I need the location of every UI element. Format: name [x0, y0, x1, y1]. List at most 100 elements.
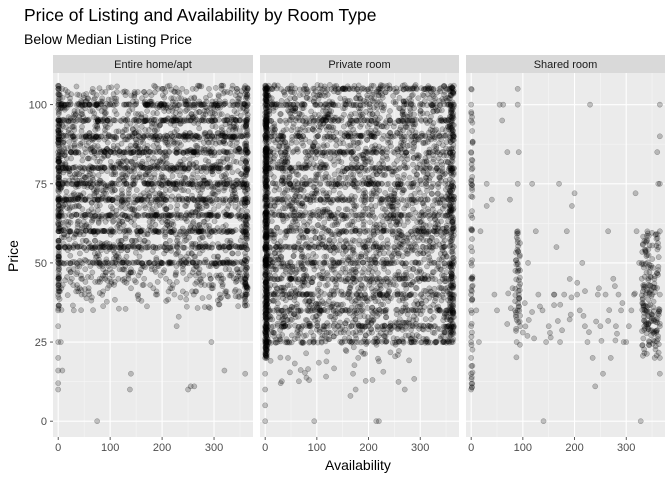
data-point — [350, 238, 355, 243]
data-point — [202, 282, 207, 287]
data-point — [421, 323, 426, 328]
data-point — [119, 198, 124, 203]
data-point — [185, 181, 190, 186]
data-point — [79, 292, 84, 297]
data-point — [92, 111, 97, 116]
data-point — [311, 292, 316, 297]
data-point — [184, 237, 189, 242]
data-point — [56, 158, 61, 163]
data-point — [196, 244, 201, 249]
data-point — [56, 175, 61, 180]
data-point — [174, 324, 179, 329]
data-point — [191, 172, 196, 177]
data-point — [202, 304, 207, 309]
data-point — [75, 108, 80, 113]
data-point — [235, 267, 240, 272]
data-point — [187, 228, 192, 233]
data-point — [430, 236, 435, 241]
data-point — [78, 117, 83, 122]
data-point — [162, 251, 167, 256]
data-point — [79, 223, 84, 228]
data-point — [232, 188, 237, 193]
data-point — [243, 292, 248, 297]
data-point — [278, 239, 283, 244]
data-point — [63, 197, 68, 202]
data-point — [116, 306, 121, 311]
data-point — [92, 96, 97, 101]
data-point — [117, 267, 122, 272]
data-point — [56, 92, 61, 97]
data-point — [87, 229, 92, 234]
data-point — [92, 149, 97, 154]
data-point — [228, 149, 233, 154]
data-point — [342, 336, 347, 341]
data-point — [149, 181, 154, 186]
data-point — [143, 212, 148, 217]
data-point — [424, 336, 429, 341]
data-point — [134, 238, 139, 243]
data-point — [301, 323, 306, 328]
data-point — [225, 157, 230, 162]
data-point — [69, 92, 74, 97]
y-tick-label: 50 — [35, 258, 47, 270]
data-point — [72, 196, 77, 201]
data-point — [80, 238, 85, 243]
data-point — [243, 267, 248, 272]
data-point — [175, 245, 180, 250]
data-point — [215, 275, 220, 280]
data-point — [81, 228, 86, 233]
data-point — [203, 112, 208, 117]
data-point — [132, 89, 137, 94]
data-point — [56, 110, 61, 115]
data-point — [153, 222, 158, 227]
data-point — [162, 268, 167, 273]
data-point — [114, 84, 119, 89]
data-point — [152, 228, 157, 233]
data-point — [243, 158, 248, 163]
data-point — [56, 387, 61, 392]
data-point — [234, 276, 239, 281]
data-point — [125, 197, 130, 202]
data-point — [130, 126, 135, 131]
data-point — [216, 203, 221, 208]
data-point — [68, 102, 73, 107]
data-point — [123, 93, 128, 98]
data-point — [222, 368, 227, 373]
data-point — [133, 280, 138, 285]
data-point — [310, 275, 315, 280]
data-point — [210, 110, 215, 115]
data-point — [207, 134, 212, 139]
data-point — [283, 305, 288, 310]
data-point — [287, 323, 292, 328]
x-axis-label: Availability — [325, 457, 391, 473]
data-point — [184, 297, 189, 302]
data-point — [344, 318, 349, 323]
data-point — [160, 228, 165, 233]
data-point — [409, 307, 414, 312]
data-point — [80, 173, 85, 178]
data-point — [192, 198, 197, 203]
data-point — [402, 282, 407, 287]
data-point — [95, 419, 100, 424]
data-point — [142, 89, 147, 94]
data-point — [414, 277, 419, 282]
data-point — [144, 304, 149, 309]
data-point — [217, 302, 222, 307]
data-point — [243, 371, 248, 376]
data-point — [170, 173, 175, 178]
data-point — [190, 244, 195, 249]
data-point — [174, 165, 179, 170]
data-point — [142, 180, 147, 185]
data-point — [63, 150, 68, 155]
data-point — [103, 89, 108, 94]
data-point — [74, 182, 79, 187]
data-point — [116, 182, 121, 187]
data-point — [83, 267, 88, 272]
data-point — [232, 244, 237, 249]
data-point — [245, 197, 250, 202]
data-point — [197, 251, 202, 256]
data-point — [206, 118, 211, 123]
data-point — [94, 165, 99, 170]
data-point — [413, 298, 418, 303]
data-point — [305, 254, 310, 259]
